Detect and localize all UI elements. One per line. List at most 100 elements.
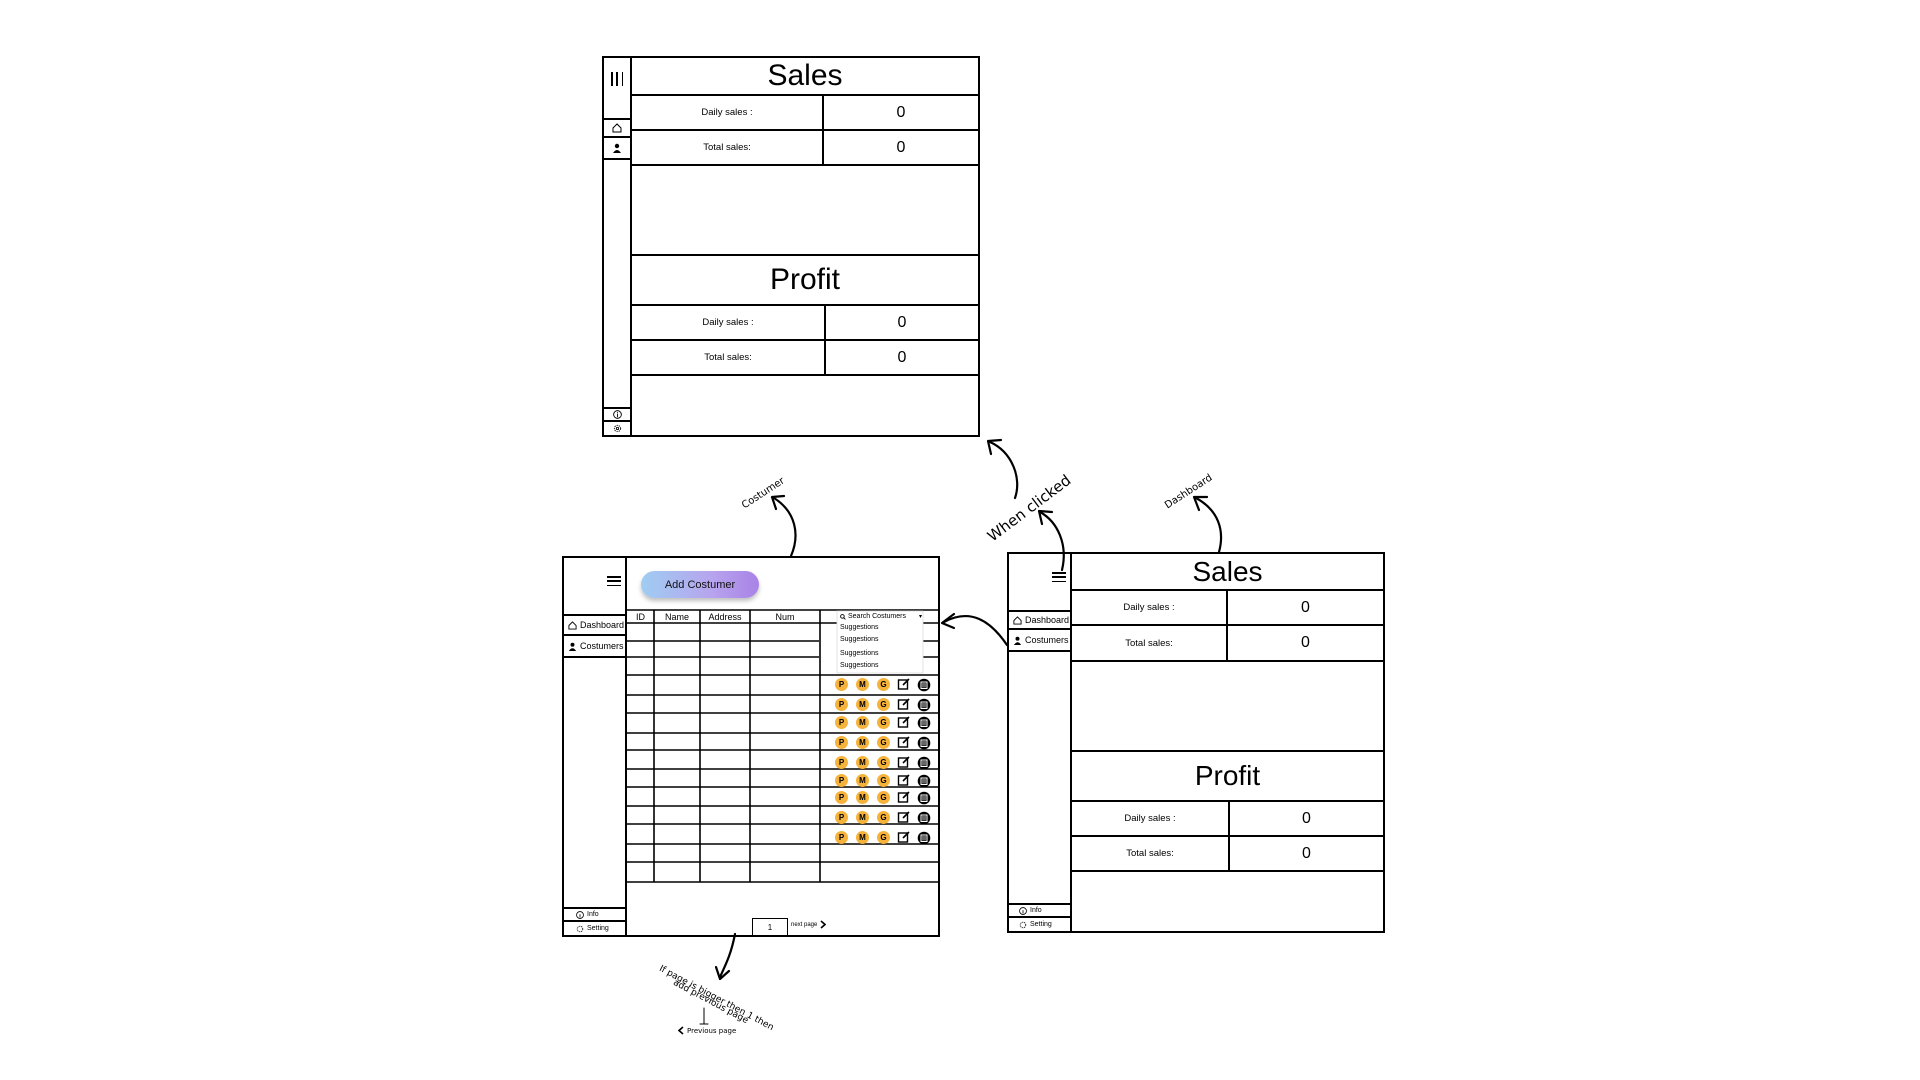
customers-main: Add Costumer: [627, 558, 940, 935]
sidebar-label-costumers: Costumers: [1025, 635, 1069, 645]
sidebar-label-setting: Setting: [587, 925, 609, 932]
badge-p[interactable]: P: [835, 811, 848, 824]
edit-icon[interactable]: [897, 830, 911, 844]
sidebar-item-setting[interactable]: [604, 422, 630, 435]
delete-icon[interactable]: [917, 831, 931, 845]
customers-sidebar: Dashboard Costumers Info Setting: [564, 558, 627, 935]
delete-icon[interactable]: [917, 698, 931, 712]
badge-g[interactable]: G: [877, 678, 890, 691]
edit-icon[interactable]: [897, 715, 911, 729]
search-costumers-input[interactable]: Search Costumers ▾: [840, 613, 922, 620]
customers-wireframe: Dashboard Costumers Info Setting Add Cos…: [562, 556, 940, 937]
annotation-dashboard: Dashboard: [1163, 472, 1215, 512]
next-page-label: next page: [791, 921, 818, 928]
delete-icon[interactable]: [917, 716, 931, 730]
badge-g[interactable]: G: [877, 736, 890, 749]
delete-icon[interactable]: [917, 756, 931, 770]
badge-m[interactable]: M: [856, 774, 869, 787]
edit-icon[interactable]: [897, 735, 911, 749]
badge-m[interactable]: M: [856, 791, 869, 804]
badge-g[interactable]: G: [877, 698, 890, 711]
profit-title: Profit: [769, 263, 841, 296]
suggestion-item[interactable]: Suggestions: [840, 662, 879, 669]
gear-icon: [1019, 921, 1027, 928]
badge-m[interactable]: M: [856, 698, 869, 711]
badge-m[interactable]: M: [856, 736, 869, 749]
menu-icon[interactable]: [1052, 572, 1066, 582]
edit-icon[interactable]: [897, 677, 911, 691]
sales-total-value: 0: [896, 138, 906, 156]
dashboard-wireframe: Dashboard Costumers Info Setting Sales D…: [1007, 552, 1385, 933]
badge-p[interactable]: P: [835, 774, 848, 787]
edit-icon[interactable]: [897, 697, 911, 711]
sidebar-item-costumers[interactable]: Costumers: [1009, 630, 1070, 652]
badge-p[interactable]: P: [835, 736, 848, 749]
badge-m[interactable]: M: [856, 811, 869, 824]
previous-page-link[interactable]: Previous page: [678, 1026, 736, 1035]
badge-g[interactable]: G: [877, 811, 890, 824]
delete-icon[interactable]: [917, 774, 931, 788]
sidebar-item-info[interactable]: Info: [1009, 903, 1070, 918]
badge-p[interactable]: P: [835, 716, 848, 729]
collapsed-sidebar: [604, 58, 632, 435]
gear-icon: [613, 424, 621, 433]
sales-total-value: 0: [1301, 634, 1310, 651]
suggestion-item[interactable]: Suggestions: [840, 624, 879, 631]
sidebar-item-info[interactable]: Info: [564, 907, 625, 922]
sidebar-item-info[interactable]: [604, 407, 630, 422]
sidebar-item-setting[interactable]: Setting: [1009, 918, 1070, 931]
delete-icon[interactable]: [917, 791, 931, 805]
sidebar-label-setting: Setting: [1030, 921, 1052, 928]
badge-p[interactable]: P: [835, 678, 848, 691]
sidebar-item-dashboard[interactable]: Dashboard: [1009, 610, 1070, 630]
edit-icon[interactable]: [897, 790, 911, 804]
chevron-right-icon: [820, 920, 827, 929]
sidebar-label-info: Info: [587, 911, 599, 918]
page-number-box[interactable]: 1: [752, 918, 788, 935]
delete-icon[interactable]: [917, 678, 931, 692]
arrow-pager-note: [718, 932, 737, 979]
sidebar-item-home[interactable]: [604, 118, 630, 138]
user-icon: [613, 143, 621, 153]
sidebar-toggle-icon[interactable]: [611, 72, 623, 86]
edit-icon[interactable]: [897, 810, 911, 824]
badge-g[interactable]: G: [877, 831, 890, 844]
collapsed-main: Sales Daily sales : 0 Total sales: 0 Pro…: [632, 58, 978, 435]
badge-p[interactable]: P: [835, 756, 848, 769]
next-page-link[interactable]: next page: [791, 920, 827, 929]
badge-g[interactable]: G: [877, 756, 890, 769]
profit-total-label: Total sales:: [704, 352, 752, 363]
arrow-to-customers: [942, 614, 1009, 647]
search-placeholder: Search Costumers: [848, 613, 906, 620]
badge-m[interactable]: M: [856, 756, 869, 769]
menu-icon[interactable]: [607, 576, 621, 586]
badge-m[interactable]: M: [856, 678, 869, 691]
edit-icon[interactable]: [897, 755, 911, 769]
badge-p[interactable]: P: [835, 831, 848, 844]
sales-total-label: Total sales:: [1125, 637, 1173, 649]
sidebar-label-dashboard: Dashboard: [1025, 615, 1070, 625]
edit-icon[interactable]: [897, 773, 911, 787]
sidebar-item-costumers[interactable]: Costumers: [564, 636, 625, 658]
sidebar-item-dashboard[interactable]: Dashboard: [564, 614, 625, 636]
sidebar-item-user[interactable]: [604, 138, 630, 160]
badge-g[interactable]: G: [877, 791, 890, 804]
suggestion-item[interactable]: Suggestions: [840, 650, 879, 657]
delete-icon[interactable]: [917, 736, 931, 750]
sidebar-item-setting[interactable]: Setting: [564, 922, 625, 935]
badge-m[interactable]: M: [856, 716, 869, 729]
column-header-num: Num: [775, 612, 795, 622]
badge-p[interactable]: P: [835, 791, 848, 804]
user-icon: [568, 642, 577, 651]
badge-m[interactable]: M: [856, 831, 869, 844]
suggestion-item[interactable]: Suggestions: [840, 636, 879, 643]
add-costumer-button[interactable]: Add Costumer: [641, 571, 759, 598]
profit-daily-value: 0: [1302, 809, 1311, 827]
profit-daily-value: 0: [897, 313, 907, 331]
sales-title: Sales: [1192, 555, 1263, 587]
badge-p[interactable]: P: [835, 698, 848, 711]
arrow-costumer: [772, 496, 797, 558]
badge-g[interactable]: G: [877, 716, 890, 729]
badge-g[interactable]: G: [877, 774, 890, 787]
delete-icon[interactable]: [917, 811, 931, 825]
